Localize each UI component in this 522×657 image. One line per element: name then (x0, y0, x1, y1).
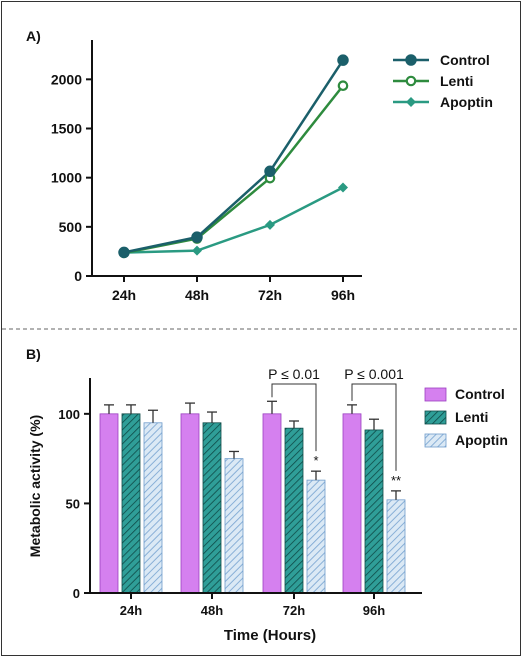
panel-b-y-tick-label: 50 (66, 496, 80, 511)
panel-b-significance-marker: ** (391, 473, 401, 488)
panel-b-x-tick-label: 96h (363, 603, 385, 618)
panel-b-bar (364, 429, 384, 594)
panel-b-significance-marker: * (313, 453, 318, 468)
panel-b-significance-bracket (271, 383, 317, 452)
panel-b-bar (202, 422, 222, 594)
panel-b-legend: Control Lenti Apoptin (424, 386, 508, 448)
panel-b-xlabel: Time (Hours) (224, 627, 316, 644)
panel-a-legend-label: Lenti (440, 73, 473, 89)
panel-a-data-point (192, 245, 202, 256)
panel-b-bar (99, 413, 119, 594)
panel-a-legend-marker (406, 97, 416, 107)
panel-b-x-tick-label: 24h (120, 603, 142, 618)
panel-b-legend-swatch (424, 410, 447, 425)
panel-a-data-point (337, 54, 349, 66)
panel-a-data-point (191, 231, 203, 243)
panel-a-series-lines (123, 59, 345, 255)
panel-b-legend-swatch (424, 387, 447, 402)
panel-a-legend-marker (405, 54, 417, 66)
panel-b-legend-label: Lenti (455, 409, 488, 425)
panel-b-bar (284, 427, 304, 594)
panel-b-bar-chart: B) Metabolic activity (%) Time (Hours) 0… (26, 346, 508, 644)
panel-a-series-line (123, 186, 344, 254)
panel-b-p-value-label: P ≤ 0.01 (268, 366, 320, 382)
panel-b-y-tick-label: 100 (58, 407, 80, 422)
panel-a-ticks: 0 500 1000 1500 2000 24h 48h 72h 96h (51, 71, 355, 303)
panel-b-legend-swatch (424, 433, 447, 448)
panel-a-x-tick-label: 48h (185, 287, 209, 303)
panel-b-bar (143, 422, 163, 594)
panel-b-bar (121, 413, 141, 594)
panel-a-legend-label: Control (440, 52, 490, 68)
panel-a-y-tick-label: 1500 (51, 121, 82, 137)
panel-b-bar (180, 413, 200, 594)
panel-b-bar (262, 413, 282, 594)
panel-b-bars (99, 413, 406, 594)
panel-b-significance-bracket (351, 383, 397, 471)
panel-b-label: B) (26, 346, 41, 362)
panel-a-legend-marker (405, 75, 417, 87)
panel-a-y-tick-label: 0 (74, 268, 82, 284)
panel-b-bar (386, 499, 406, 594)
panel-a-x-tick-label: 96h (331, 287, 355, 303)
panel-a-line-chart: A) 0 500 1000 1500 2000 24h 48h 72h 96h Control L… (26, 28, 493, 303)
panel-a-legend-label: Apoptin (440, 94, 493, 110)
panel-b-x-tick-label: 48h (201, 603, 223, 618)
panel-a-y-tick-label: 2000 (51, 71, 82, 87)
panel-a-x-tick-label: 72h (258, 287, 282, 303)
panel-a-data-point (265, 219, 275, 230)
panel-a-data-point (264, 165, 276, 178)
panel-b-y-tick-label: 0 (73, 586, 80, 601)
panel-a-label: A) (26, 28, 41, 44)
panel-a-legend: Control Lenti Apoptin (393, 52, 493, 110)
panel-b-bar (224, 458, 244, 594)
panel-a-y-tick-label: 1000 (51, 170, 82, 186)
panel-b-bar (306, 479, 326, 594)
panel-b-x-tick-label: 72h (283, 603, 305, 618)
panel-b-error-bars (104, 400, 401, 500)
panel-a-x-tick-label: 24h (112, 287, 136, 303)
panel-b-significance-annotations: P ≤ 0.01 * P ≤ 0.001 ** (268, 366, 404, 488)
panel-b-p-value-label: P ≤ 0.001 (344, 366, 404, 382)
panel-b-ticks: 0 50 100 24h 48h 72h 96h (58, 407, 385, 618)
panel-b-legend-label: Control (455, 386, 505, 402)
panel-a-data-point (338, 182, 348, 193)
panel-a-series-markers (118, 54, 349, 259)
panel-b-ylabel: Metabolic activity (%) (27, 415, 43, 557)
panel-a-series-line (123, 59, 345, 254)
panel-a-y-tick-label: 500 (59, 219, 83, 235)
panel-a-data-point (337, 80, 349, 92)
panel-b-legend-label: Apoptin (455, 432, 508, 448)
panel-b-bar (342, 413, 362, 594)
panel-a-data-point (118, 246, 130, 259)
